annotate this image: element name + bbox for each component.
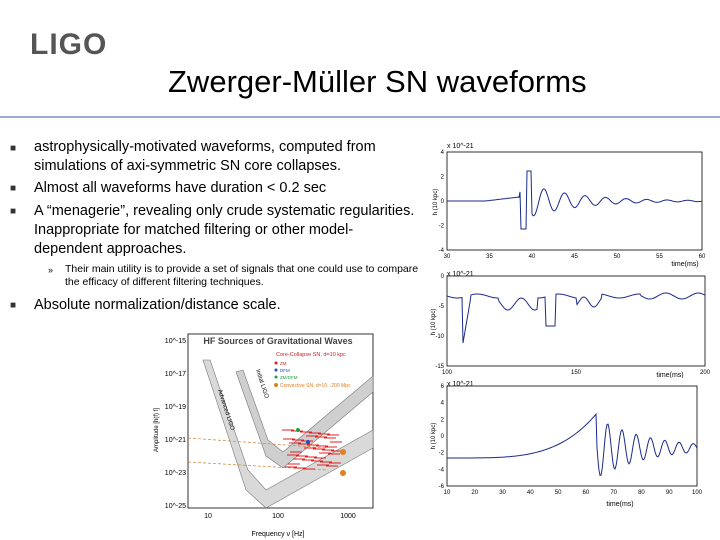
y-axis-label: h (10 kpc)	[433, 189, 439, 216]
ligo-logo: LIGO	[30, 28, 108, 61]
exponent-label: x 10^-21	[447, 381, 474, 388]
bullet-marker: ■	[10, 206, 17, 217]
exponent-label: x 10^-21	[447, 271, 474, 278]
plot-frame	[446, 385, 698, 487]
chart-title: HF Sources of Gravitational Waves	[203, 336, 352, 346]
x-tick-label: 10	[204, 513, 212, 520]
x-axis-label: time(ms)	[656, 372, 683, 379]
core-collapse-mark	[306, 440, 310, 444]
y-tick-label: 2	[441, 175, 445, 181]
bullet-1: astrophysically-motivated waveforms, com…	[34, 139, 376, 174]
y-tick-label: 10^-21	[165, 437, 186, 444]
x-tick-label: 100	[442, 370, 453, 376]
y-tick-label: 10^-19	[165, 404, 186, 411]
y-axis-label: h (10 kpc)	[431, 423, 437, 450]
x-tick-label: 90	[666, 490, 673, 496]
dashed-line	[187, 437, 329, 449]
x-tick-label: 1000	[340, 513, 356, 520]
y-tick-label: 10^-23	[165, 470, 186, 477]
convective-point	[340, 449, 346, 455]
x-tick-label: 20	[471, 490, 478, 496]
x-axis-label: time(ms)	[671, 261, 698, 268]
x-axis-label: time(ms)	[606, 501, 633, 508]
waveform-line	[447, 412, 698, 476]
y-tick-label: -2	[439, 224, 445, 230]
x-tick-label: 55	[656, 254, 663, 260]
slide-title: Zwerger-Müller SN waveforms	[168, 64, 587, 99]
x-tick-label: 30	[444, 254, 451, 260]
legend-entry: ZM	[280, 361, 287, 366]
bullet-2: Almost all waveforms have duration < 0.2…	[34, 180, 327, 196]
top-bar	[0, 0, 720, 14]
bullet-marker: ■	[10, 143, 17, 154]
waveform-line	[447, 170, 703, 230]
y-tick-label: -4	[439, 248, 445, 254]
x-tick-label: 70	[610, 490, 617, 496]
y-tick-label: 10^-17	[165, 371, 186, 378]
waveform-chart-1: x 10^-21 h (10 kpc) time(ms) 30 35 40 45 50 5…	[425, 136, 715, 271]
plot-frame	[446, 275, 706, 367]
x-tick-label: 50	[555, 490, 562, 496]
x-tick-label: 10	[444, 490, 451, 496]
y-tick-label: 0	[441, 199, 445, 205]
x-tick-label: 50	[614, 254, 621, 260]
legend-entry: Core-Collapse SN, d=10 kpc	[276, 352, 346, 358]
legend-entry: Convective SN, d=10...200 Mpc	[280, 383, 351, 389]
core-collapse-points	[282, 428, 343, 470]
bullet-4: Absolute normalization/distance scale.	[34, 297, 281, 313]
x-tick-label: 45	[571, 254, 578, 260]
x-tick-label: 60	[699, 254, 706, 260]
y-tick-label: 4	[441, 150, 445, 156]
y-tick-label: 4	[441, 401, 445, 407]
y-tick-label: -4	[439, 467, 445, 473]
bullet-marker: ■	[10, 183, 17, 194]
y-tick-label: 10^-15	[165, 338, 186, 345]
legend: Core-Collapse SN, d=10 kpc ZM DFM ZM/DFM…	[274, 352, 351, 389]
x-tick-label: 40	[529, 254, 536, 260]
legend-entry: DFM	[280, 368, 290, 373]
y-tick-label: -6	[439, 484, 445, 490]
x-tick-label: 60	[583, 490, 590, 496]
exponent-label: x 10^-21	[447, 143, 474, 150]
x-tick-label: 100	[272, 513, 284, 520]
hf-sources-chart: HF Sources of Gravitational Waves Advanc…	[148, 330, 376, 540]
y-tick-label: -10	[435, 334, 444, 340]
plot-frame	[187, 333, 374, 509]
bullet-marker: ■	[10, 300, 17, 311]
y-axis-label: Amplitude [h(f) f]	[154, 408, 160, 452]
waveform-chart-3: x 10^-21 h (10 kpc) time(ms) 10 20 30 40 50 6…	[425, 378, 715, 510]
y-tick-label: 0	[441, 434, 445, 440]
convective-point	[340, 470, 346, 476]
legend-entry: ZM/DFM	[280, 375, 298, 380]
sub-bullet: Their main utility is to provide a set o…	[65, 263, 419, 288]
x-tick-label: 30	[499, 490, 506, 496]
y-tick-label: 10^-25	[165, 503, 186, 510]
y-tick-label: -2	[439, 451, 445, 457]
x-axis-label: Frequency ν [Hz]	[252, 531, 305, 538]
waveform-chart-2: x 10^-21 h (10 kpc) time(ms) 100 150 200 0 -…	[425, 270, 715, 380]
x-tick-label: 200	[700, 370, 711, 376]
y-tick-label: 0	[441, 274, 445, 280]
y-tick-label: 6	[441, 384, 445, 390]
advanced-ligo-band	[202, 359, 374, 509]
y-tick-label: -15	[435, 364, 444, 370]
sub-bullet-marker: »	[48, 265, 54, 275]
bullet-3: A “menagerie”, revealing only crude syst…	[34, 203, 415, 257]
waveform-line	[446, 292, 706, 344]
x-tick-label: 80	[638, 490, 645, 496]
y-tick-label: -5	[439, 304, 445, 310]
x-tick-label: 35	[486, 254, 493, 260]
y-tick-label: 2	[441, 417, 445, 423]
x-tick-label: 150	[571, 370, 582, 376]
x-tick-label: 100	[692, 490, 703, 496]
title-rule	[0, 116, 720, 118]
x-tick-label: 40	[527, 490, 534, 496]
y-axis-label: h (10 kpc)	[431, 309, 437, 336]
core-collapse-mark	[296, 428, 300, 432]
